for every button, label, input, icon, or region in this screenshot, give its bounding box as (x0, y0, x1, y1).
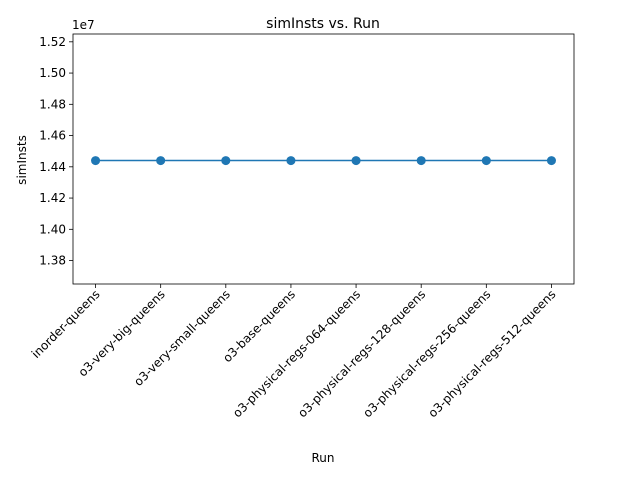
axes-frame (72, 33, 575, 285)
x-tick-label: o3-physical-regs-512-queens (426, 287, 559, 420)
data-point (416, 156, 426, 166)
y-tick-label: 1.40 (39, 222, 66, 236)
x-tick-label: o3-physical-regs-064-queens (230, 287, 363, 420)
y-tick-label: 1.52 (39, 35, 66, 49)
data-point (221, 156, 231, 166)
data-point (156, 156, 166, 166)
y-axis-label: simInsts (15, 135, 29, 185)
y-offset-label: 1e7 (72, 18, 95, 32)
data-point (91, 156, 101, 166)
y-tick-label: 1.50 (39, 66, 66, 80)
x-tick-label: o3-physical-regs-128-queens (295, 287, 428, 420)
y-tick-label: 1.46 (39, 129, 66, 143)
x-tick-label: inorder-queens (29, 287, 103, 361)
plot-area: 1.38 1.40 1.42 1.44 1.46 1.48 1.50 1.52 inorder-… (29, 33, 575, 420)
chart-title: simInsts vs. Run (266, 16, 380, 32)
y-tick-label: 1.44 (39, 160, 66, 174)
data-point (351, 156, 361, 166)
data-point (286, 156, 296, 166)
data-point (546, 156, 556, 166)
data-point (481, 156, 491, 166)
y-tick-label: 1.38 (39, 254, 66, 268)
y-tick-label: 1.42 (39, 191, 66, 205)
x-tick-label: o3-physical-regs-256-queens (360, 287, 493, 420)
y-tick-label: 1.48 (39, 97, 66, 111)
x-axis-label: Run (311, 451, 334, 465)
